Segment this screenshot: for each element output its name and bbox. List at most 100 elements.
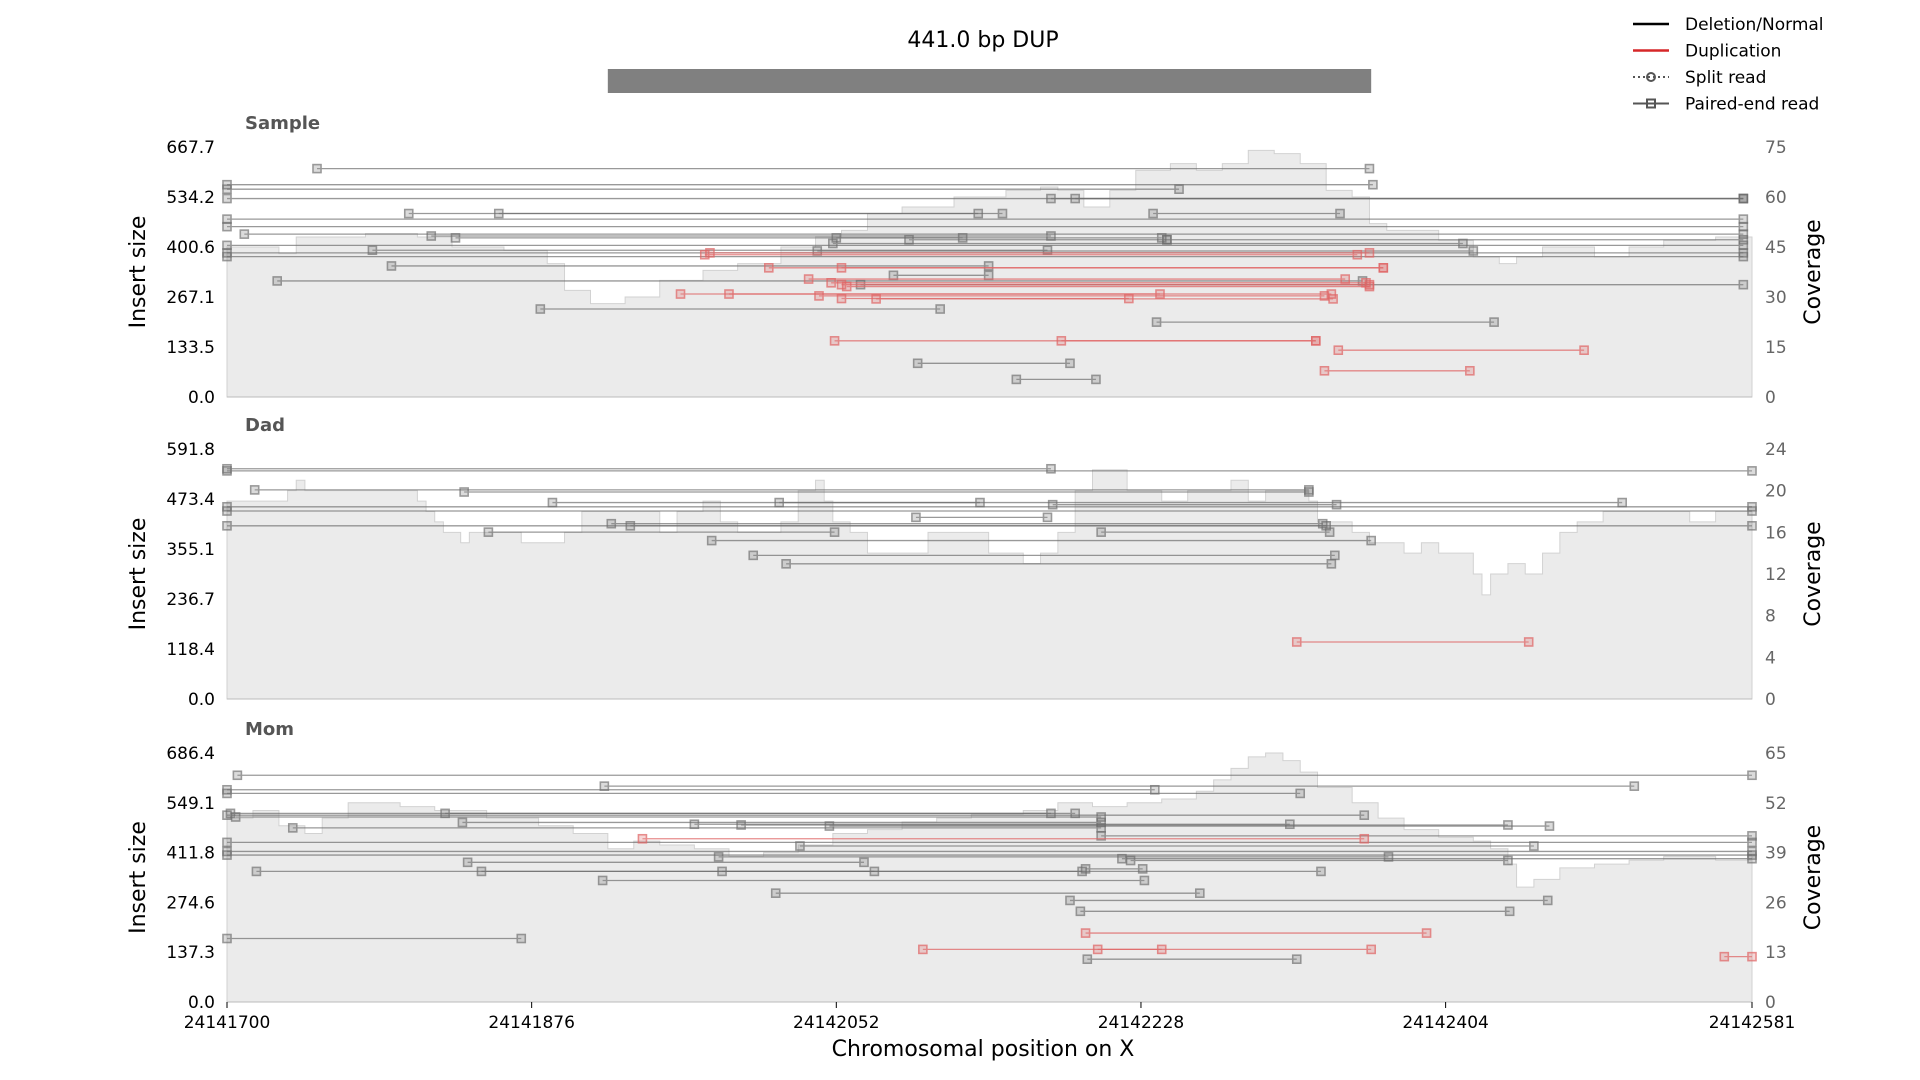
read-end-marker (1070, 808, 1080, 819)
read-end-marker (781, 559, 791, 569)
paired-end-read (483, 527, 840, 537)
read-end-marker (606, 518, 617, 529)
read-end-marker (222, 184, 232, 194)
y2-tick-label: 16 (1765, 523, 1787, 543)
read-end-marker (1080, 928, 1091, 938)
paired-end-read (781, 559, 1337, 569)
y2-tick-label: 45 (1765, 238, 1787, 258)
read-end-marker (462, 857, 473, 868)
read-end-marker (1629, 781, 1640, 791)
read-end-marker (1504, 906, 1515, 917)
read-end-marker (983, 261, 994, 271)
read-end-marker (1065, 358, 1075, 369)
x-tick-label: 24141700 (184, 1013, 271, 1033)
read-end-marker (1326, 289, 1337, 299)
read-end-marker (1366, 944, 1376, 955)
read-end-marker (1291, 954, 1302, 964)
read-end-marker (1117, 853, 1127, 864)
panel-name: Dad (245, 415, 285, 436)
legend-marker (1646, 72, 1656, 82)
read-end-marker (829, 336, 840, 346)
paired-end-read (222, 221, 1749, 232)
read-end-marker (1080, 864, 1091, 874)
paired-end-read (457, 817, 1106, 828)
y2-tick-label: 20 (1765, 482, 1787, 502)
y-tick-label: 137.3 (166, 943, 215, 963)
y-tick-label: 0.0 (188, 690, 215, 710)
read-end-marker (1503, 820, 1513, 830)
read-end-marker (476, 866, 487, 877)
read-end-marker (1364, 281, 1375, 292)
paired-end-read (312, 163, 1375, 174)
read-end-marker (836, 293, 847, 304)
read-end-marker (1151, 317, 1162, 327)
read-end-marker (1458, 238, 1468, 249)
y2-axis-label: Coverage (1801, 521, 1826, 626)
read-end-marker (705, 248, 715, 258)
paired-end-read (222, 837, 1757, 848)
paired-end-read (222, 463, 1056, 474)
y2-tick-label: 24 (1765, 440, 1787, 460)
paired-end-read (222, 193, 1749, 204)
read-end-marker (516, 933, 527, 944)
read-end-marker (1096, 527, 1106, 537)
y2-axis-label: Coverage (1801, 825, 1826, 930)
paired-end-read (1148, 208, 1345, 219)
read-end-marker (1056, 336, 1067, 346)
paired-end-read (222, 214, 1749, 224)
read-end-marker (1352, 249, 1363, 260)
paired-end-read (1065, 895, 1553, 906)
read-end-marker (450, 233, 461, 243)
paired-end-read (222, 933, 527, 944)
read-end-marker (1542, 895, 1553, 906)
y2-tick-label: 8 (1765, 607, 1776, 627)
read-end-marker (547, 497, 558, 508)
read-end-marker (717, 866, 727, 877)
read-end-marker (493, 208, 504, 219)
read-end-marker (1137, 864, 1148, 874)
read-end-marker (599, 781, 610, 791)
legend-label: Duplication (1685, 42, 1781, 62)
read-end-marker (1319, 365, 1330, 376)
read-end-marker (918, 944, 928, 955)
read-end-marker (1291, 637, 1302, 647)
read-end-marker (1326, 559, 1337, 569)
duplication-read (1319, 365, 1475, 376)
paired-end-read (774, 497, 985, 508)
read-end-marker (795, 841, 805, 851)
read-end-marker (911, 512, 921, 523)
read-end-marker (1065, 895, 1075, 906)
panel-name: Mom (245, 719, 294, 740)
read-end-marker (1747, 951, 1757, 962)
read-end-marker (1092, 944, 1103, 955)
y-tick-label: 667.7 (166, 138, 215, 158)
read-end-marker (826, 278, 836, 288)
paired-end-read (1096, 527, 1335, 537)
read-end-marker (1617, 497, 1627, 508)
read-end-marker (1738, 251, 1749, 262)
read-end-marker (1579, 345, 1589, 355)
read-end-marker (1156, 233, 1167, 243)
read-end-marker (1738, 229, 1749, 239)
paired-end-read (911, 512, 1053, 523)
y-tick-label: 534.2 (166, 188, 215, 208)
x-tick-label: 24142052 (793, 1013, 880, 1033)
read-end-marker (1047, 499, 1058, 510)
read-end-marker (803, 274, 814, 284)
read-end-marker (1335, 208, 1345, 219)
y2-tick-label: 60 (1765, 188, 1787, 208)
read-end-marker (1359, 833, 1370, 844)
y-axis-label: Insert size (126, 216, 151, 329)
read-end-marker (1544, 821, 1555, 831)
read-end-marker (836, 263, 847, 273)
y-tick-label: 411.8 (166, 844, 215, 864)
read-end-marker (222, 520, 232, 531)
read-end-marker (1096, 812, 1106, 822)
read-end-marker (1091, 374, 1101, 385)
y-tick-label: 274.6 (166, 893, 215, 913)
read-end-marker (1333, 345, 1344, 355)
read-end-marker (836, 279, 847, 290)
read-end-marker (888, 270, 899, 281)
legend-label: Paired-end read (1685, 95, 1819, 115)
read-end-marker (1310, 336, 1321, 346)
